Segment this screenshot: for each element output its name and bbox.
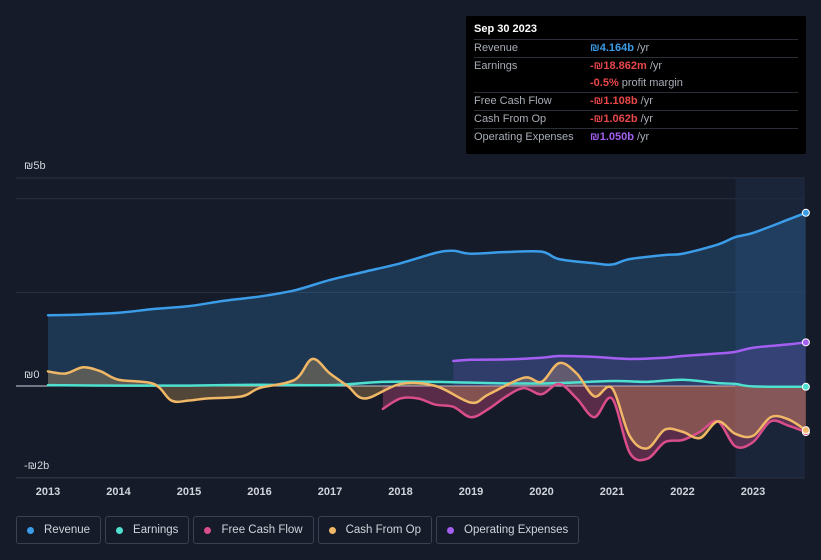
tooltip-row: Earnings -₪18.862m/yr	[474, 57, 798, 75]
tooltip-row-value: -₪1.108b	[590, 95, 638, 107]
legend-dot-icon	[328, 526, 336, 534]
tooltip-row-label: Free Cash Flow	[474, 95, 552, 107]
tooltip-row-label: Cash From Op	[474, 113, 547, 125]
legend-item-free-cash-flow[interactable]: Free Cash Flow	[193, 516, 314, 544]
y-label-zero: ₪0	[24, 369, 40, 381]
x-tick-label: 2019	[459, 486, 483, 498]
tooltip-row: Free Cash Flow -₪1.108b/yr	[474, 92, 798, 110]
legend-label: Operating Expenses	[464, 524, 569, 536]
x-tick-label: 2021	[600, 486, 624, 498]
tooltip-row-label: Operating Expenses	[474, 131, 574, 143]
tooltip-row-unit: /yr	[636, 42, 650, 54]
series-endpoints	[801, 208, 810, 437]
tooltip-row-label	[474, 75, 590, 92]
tooltip-row-unit: /yr	[649, 60, 663, 72]
x-tick-label: 2013	[36, 486, 60, 498]
legend-dot-icon	[204, 526, 212, 534]
tooltip-row-value: -0.5%	[590, 77, 619, 89]
operating-expenses-line	[452, 341, 808, 363]
tooltip-row-unit: profit margin	[621, 77, 683, 89]
series-fills	[48, 212, 806, 461]
cash-from-op-endpoint	[801, 426, 810, 435]
x-tick-label: 2022	[670, 486, 694, 498]
cash-from-op-line	[46, 357, 808, 450]
earnings-endpoint	[801, 382, 810, 391]
tooltip-row: -0.5% profit margin	[474, 75, 798, 92]
legend-label: Revenue	[44, 524, 91, 536]
tooltip-row-label: Revenue	[474, 42, 519, 54]
legend: Revenue Earnings Free Cash Flow Cash From O…	[16, 516, 580, 544]
tooltip-row-unit: /yr	[640, 95, 653, 107]
y-label-bottom: -₪2b	[24, 460, 50, 472]
free-cash-flow-line	[381, 382, 808, 462]
tooltip-row-unit: /yr	[640, 113, 653, 125]
x-tick-label: 2017	[318, 486, 342, 498]
tooltip-row-label: Earnings	[474, 60, 518, 72]
tooltip-date: Sep 30 2023	[474, 23, 537, 35]
free-cash-flow-area	[382, 383, 806, 461]
x-tick-label: 2023	[741, 486, 765, 498]
revenue-endpoint	[801, 208, 810, 217]
tooltip-row-unit: /yr	[636, 131, 650, 143]
x-tick-label: 2016	[247, 486, 271, 498]
operating-expenses-endpoint	[801, 338, 810, 347]
tooltip: Sep 30 2023 Revenue ₪4.164b/yr Earnings -₪1…	[466, 16, 806, 154]
tooltip-row: Revenue ₪4.164b/yr	[474, 39, 798, 57]
operating-expenses-area	[453, 342, 806, 386]
revenue-line	[46, 211, 808, 317]
legend-dot-icon	[447, 526, 455, 534]
x-tick-label: 2015	[177, 486, 201, 498]
revenue-area	[48, 212, 806, 386]
legend-item-cash-from-op[interactable]: Cash From Op	[317, 516, 433, 544]
legend-label: Earnings	[133, 524, 179, 536]
tooltip-row: Cash From Op -₪1.062b/yr	[474, 110, 798, 128]
tooltip-row-value: ₪4.164b	[590, 42, 634, 54]
legend-item-earnings[interactable]: Earnings	[105, 516, 190, 544]
legend-label: Cash From Op	[345, 524, 422, 536]
legend-label: Free Cash Flow	[221, 524, 303, 536]
legend-item-operating-expenses[interactable]: Operating Expenses	[436, 516, 580, 544]
cash-from-op-area	[48, 358, 806, 449]
x-tick-label: 2014	[106, 486, 131, 498]
x-axis: 2013 2014 2015 2016 2017 2018 2019 2020 2021 2022…	[36, 486, 765, 498]
tooltip-row-value: ₪1.050b	[590, 131, 634, 143]
x-tick-label: 2020	[529, 486, 553, 498]
tooltip-row-value: -₪1.062b	[590, 113, 638, 125]
legend-dot-icon	[116, 526, 124, 534]
x-tick-label: 2018	[388, 486, 412, 498]
series-lines	[46, 211, 808, 462]
legend-dot-icon	[27, 526, 34, 534]
legend-item-revenue[interactable]: Revenue	[16, 516, 102, 544]
tooltip-row: Operating Expenses ₪1.050b/yr	[474, 128, 798, 146]
earnings-line	[46, 378, 808, 389]
tooltip-row-value: -₪18.862m	[590, 60, 647, 72]
y-label-top: ₪5b	[24, 160, 46, 172]
